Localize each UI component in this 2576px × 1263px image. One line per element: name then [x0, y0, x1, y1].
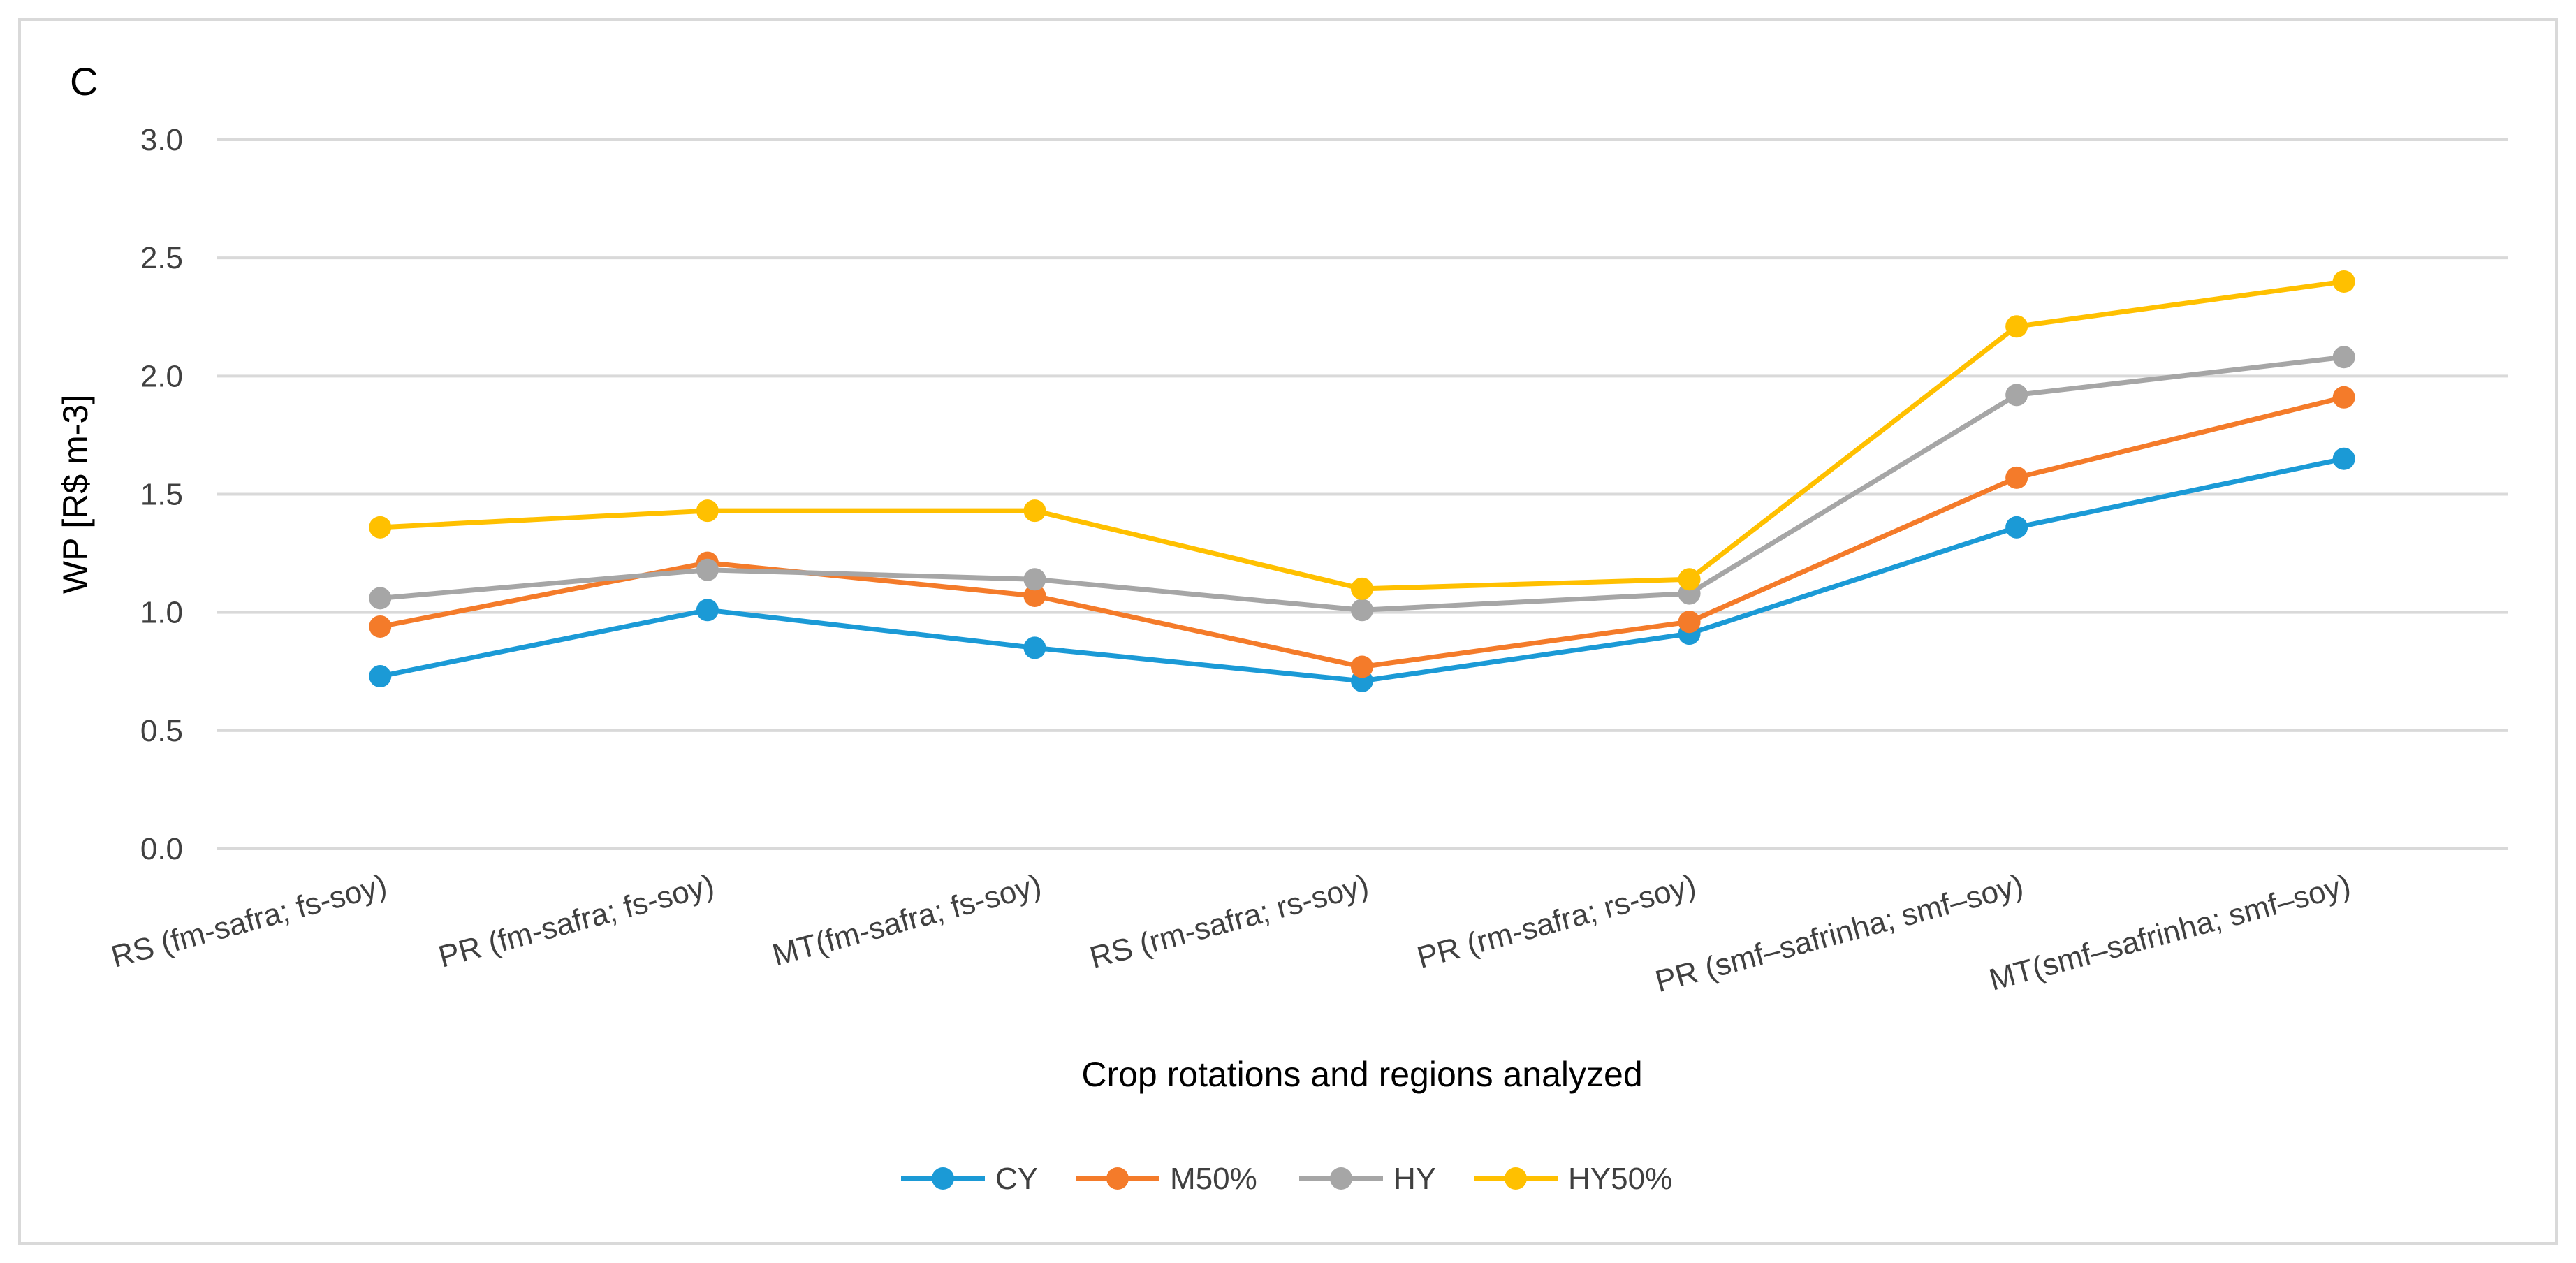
data-point: [369, 665, 392, 688]
data-point: [1678, 611, 1701, 634]
y-tick-label: 2.0: [140, 359, 183, 393]
legend-item-HY: HY: [1299, 1162, 1436, 1196]
data-point: [2005, 516, 2028, 539]
data-point: [2332, 386, 2355, 409]
legend-marker: [1505, 1167, 1527, 1190]
data-point: [1023, 636, 1046, 659]
data-point: [1351, 577, 1373, 600]
x-axis-title: Crop rotations and regions analyzed: [1081, 1055, 1642, 1094]
legend-label: HY: [1393, 1162, 1436, 1196]
y-tick-label: 1.0: [140, 596, 183, 630]
data-point: [696, 558, 719, 581]
legend-label: CY: [995, 1162, 1038, 1196]
data-point: [2005, 315, 2028, 338]
data-point: [1351, 599, 1373, 622]
data-point: [369, 615, 392, 638]
legend-item-CY: CY: [901, 1162, 1038, 1196]
data-point: [1351, 655, 1373, 678]
data-point: [1023, 584, 1046, 607]
legend-marker: [1106, 1167, 1129, 1190]
legend-item-HY50%: HY50%: [1474, 1162, 1672, 1196]
y-tick-label: 0.5: [140, 714, 183, 748]
data-point: [369, 516, 392, 539]
series-lines: [369, 270, 2355, 692]
y-tick-label: 1.5: [140, 478, 183, 512]
data-point: [2332, 447, 2355, 470]
y-tick-label: 0.0: [140, 832, 183, 866]
data-point: [2005, 466, 2028, 489]
y-axis-title: WP [R$ m-3]: [56, 395, 95, 594]
data-point: [2005, 384, 2028, 407]
y-tick-label: 3.0: [140, 123, 183, 157]
data-point: [1678, 568, 1701, 591]
series-HY50%: [369, 270, 2355, 600]
gridlines: [217, 138, 2508, 850]
data-point: [369, 587, 392, 610]
data-point: [1023, 499, 1046, 523]
legend-marker: [1330, 1167, 1352, 1190]
chart-frame: [18, 18, 2558, 1245]
data-point: [2332, 346, 2355, 369]
y-axis-ticks: 0.0 0.5 1.0 1.5 2.0 2.5 3.0: [140, 123, 183, 866]
legend-marker: [932, 1167, 954, 1190]
legend-item-M50%: M50%: [1076, 1162, 1257, 1196]
legend-label: M50%: [1170, 1162, 1257, 1196]
data-point: [2332, 270, 2355, 293]
y-tick-label: 2.5: [140, 241, 183, 275]
panel-label: C: [70, 59, 98, 103]
series-HY: [369, 346, 2355, 622]
data-point: [696, 499, 719, 523]
legend-label: HY50%: [1568, 1162, 1672, 1196]
legend: CY M50% HY HY50%: [901, 1162, 1672, 1196]
data-point: [696, 599, 719, 622]
data-point: [1023, 568, 1046, 591]
